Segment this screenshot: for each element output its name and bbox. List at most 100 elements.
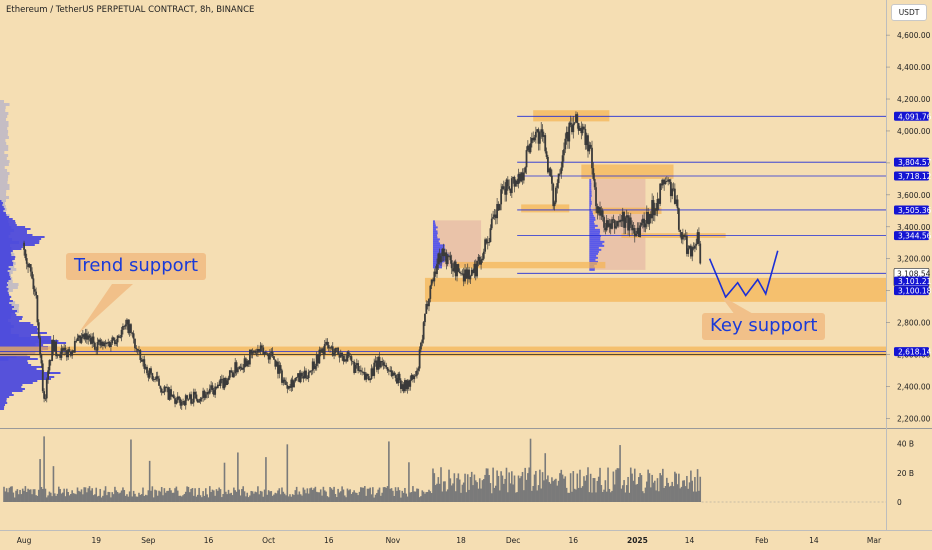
candle-body <box>331 346 334 356</box>
volume-bar <box>496 470 498 502</box>
profile-bin <box>0 320 20 322</box>
candle-body <box>400 380 402 389</box>
volume-bar <box>171 492 174 502</box>
volume-bar <box>446 489 449 502</box>
candle-body <box>361 371 364 373</box>
candle-body <box>248 349 251 365</box>
candle-body <box>104 342 107 344</box>
candle-body <box>695 244 698 246</box>
volume-bar <box>99 488 102 502</box>
volume-bar <box>62 492 64 502</box>
candle-body <box>146 366 148 374</box>
profile-bin <box>0 283 19 286</box>
volume-bar <box>20 494 23 502</box>
candle-body <box>430 279 433 286</box>
candle-body <box>639 225 642 237</box>
price-tag-label: 3,101.21 <box>898 277 932 286</box>
volume-bar <box>49 492 52 502</box>
candle-body <box>542 135 545 137</box>
volume-bar <box>160 487 163 502</box>
volume-bar <box>70 494 72 502</box>
volume-bar <box>275 493 278 502</box>
volume-bar <box>449 478 452 502</box>
profile-bin <box>0 145 9 148</box>
candle-body <box>521 172 524 181</box>
volume-bar <box>384 487 386 502</box>
volume-bar <box>217 490 219 502</box>
volume-bar <box>67 491 69 502</box>
candle-body <box>230 370 233 373</box>
volume-bar <box>247 497 250 502</box>
profile-bin <box>0 392 12 394</box>
profile-bin <box>589 200 592 203</box>
volume-bar <box>464 473 466 502</box>
price-tag-label: 2,618.14 <box>898 348 932 357</box>
volume-profile-left <box>0 100 67 410</box>
profile-bin <box>589 230 601 233</box>
candle-body <box>603 217 605 228</box>
volume-bar <box>222 494 224 502</box>
volume-bar <box>338 492 341 502</box>
profile-bin <box>0 121 9 124</box>
volume-bar <box>156 495 159 502</box>
volume-bar <box>107 491 110 502</box>
profile-bin <box>589 220 594 223</box>
volume-bar <box>493 487 496 502</box>
trend-support-label: Trend support <box>66 253 207 280</box>
volume-bar <box>215 489 218 502</box>
profile-bin <box>0 230 27 232</box>
volume-bar <box>326 496 329 502</box>
candle-body <box>441 248 444 257</box>
candle-body <box>643 218 646 228</box>
volume-bar <box>426 491 429 502</box>
volume-bar <box>335 497 338 502</box>
candle-body <box>120 329 123 338</box>
candle-body <box>530 137 533 144</box>
volume-bar <box>410 492 413 502</box>
volume-bar <box>453 473 456 502</box>
candle-body <box>326 341 329 346</box>
candle-body <box>171 394 174 397</box>
volume-bar <box>51 496 53 502</box>
profile-bin <box>0 318 22 320</box>
currency-button[interactable]: USDT <box>891 4 927 21</box>
profile-bin <box>0 402 8 404</box>
profile-bin <box>0 250 13 252</box>
candle-body <box>126 319 128 325</box>
volume-bar <box>625 485 628 502</box>
volume-bar <box>635 484 637 502</box>
volume-bar <box>343 495 346 502</box>
volume-bar <box>444 481 446 502</box>
volume-bar <box>650 487 652 502</box>
profile-bin <box>0 300 13 302</box>
volume-bar <box>432 468 434 502</box>
volume-bar <box>552 481 555 502</box>
candle-body <box>454 261 457 277</box>
volume-bar <box>162 495 164 502</box>
volume-bar <box>575 489 577 502</box>
volume-bar <box>624 492 627 502</box>
candle-body <box>28 264 31 268</box>
candle-body <box>402 384 405 392</box>
volume-bar <box>521 471 524 502</box>
price-axis-tick: 3,600.00 <box>897 191 931 200</box>
candle-body <box>227 377 230 381</box>
candle-body <box>267 353 270 360</box>
candle-body <box>136 348 139 351</box>
profile-bin <box>0 181 8 184</box>
profile-bin <box>0 169 8 172</box>
candle-body <box>80 336 83 343</box>
profile-bin <box>0 326 38 328</box>
candle-body <box>263 352 266 355</box>
volume-bar <box>123 489 126 502</box>
volume-bar <box>108 492 111 502</box>
volume-bar <box>670 485 672 502</box>
volume-bar <box>19 489 21 502</box>
volume-bar <box>211 489 214 502</box>
profile-bin <box>0 388 25 390</box>
candle-body <box>409 379 412 387</box>
price-tag-label: 3,804.57 <box>898 158 932 167</box>
volume-bar <box>147 490 150 502</box>
volume-bar <box>695 491 698 502</box>
volume-bar <box>527 473 529 502</box>
